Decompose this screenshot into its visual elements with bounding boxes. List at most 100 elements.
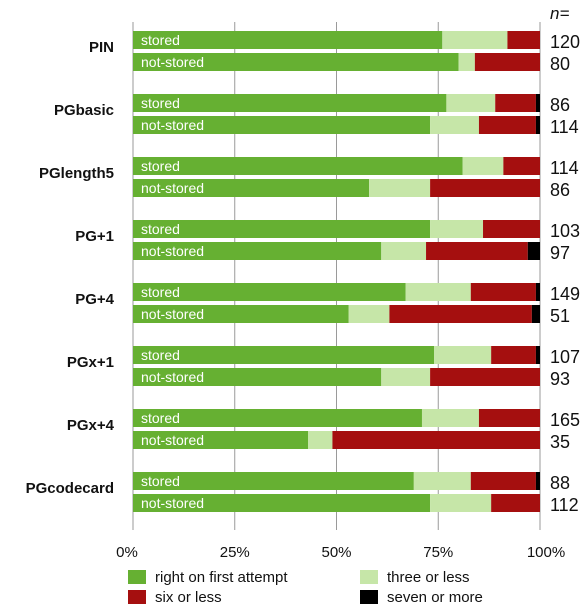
bar-label: stored [141,347,180,363]
group-label: PGlength5 [39,165,114,182]
n-value: 86 [550,180,570,200]
bar-segment [483,220,540,238]
n-value: 165 [550,410,580,430]
x-tick-label: 75% [423,544,453,561]
n-value: 103 [550,221,580,241]
bar-segment [478,116,536,134]
bar-segment [430,220,484,238]
legend-swatch [360,590,378,604]
bar-segment [133,409,422,427]
bar-segment [133,53,459,71]
legend: right on first attempt three or less six o… [128,569,483,606]
x-tick-label: 0% [116,544,138,561]
bar-segment [462,157,504,175]
group-label: PG+1 [75,228,114,245]
bar-segment [426,242,528,260]
n-value: 107 [550,347,580,367]
bar-label: not-stored [141,180,204,196]
bar-segment [133,157,463,175]
bar-segment [531,305,540,323]
group-label: PG+4 [75,291,114,308]
group-label: PGbasic [54,102,114,119]
x-axis: 0% 25% 50% 75% 100% [116,544,565,561]
group-label: PGcodecard [26,480,114,497]
bar-segment [405,283,471,301]
group-label: PGx+4 [67,417,115,434]
x-tick-label: 25% [220,544,250,561]
bar-segment [430,179,540,197]
bar-label: stored [141,473,180,489]
bar-segment [348,305,390,323]
bar-segment [332,431,540,449]
bar-segment [133,220,431,238]
bar-segment [535,116,540,134]
bar-segment [133,283,406,301]
legend-swatch [360,570,378,584]
n-header: n= [550,4,569,23]
n-value: 35 [550,432,570,452]
legend-label: three or less [387,569,470,586]
bar-segment [535,283,540,301]
bar-segment [369,179,431,197]
n-value: 97 [550,243,570,263]
bar-segment [535,94,540,112]
bar-segment [133,346,435,364]
n-value: 112 [550,495,579,515]
bar-segment [442,31,508,49]
bar-segment [491,346,536,364]
bar-segment [470,283,536,301]
bar-label: stored [141,95,180,111]
bar-segment [308,431,333,449]
bar-segment [381,242,427,260]
bar-segment [133,31,443,49]
bar-label: stored [141,158,180,174]
legend-swatch [128,590,146,604]
n-value: 88 [550,473,570,493]
bar-label: stored [141,32,180,48]
bar-segment [133,116,431,134]
bar-segment [470,472,536,490]
legend-label: seven or more [387,589,483,606]
bar-label: not-stored [141,243,204,259]
legend-swatch [128,570,146,584]
bar-segment [421,409,479,427]
bar-segment [458,53,475,71]
n-value: 93 [550,369,570,389]
group-label: PIN [89,39,114,56]
legend-label: six or less [155,589,222,606]
bar-segment [133,472,414,490]
legend-label: right on first attempt [155,569,288,586]
bar-label: not-stored [141,54,204,70]
n-value: 51 [550,306,570,326]
x-tick-label: 100% [527,544,565,561]
bar-label: stored [141,284,180,300]
n-value: 80 [550,54,570,74]
x-tick-label: 50% [321,544,351,561]
bar-segment [430,116,479,134]
bar-segment [446,94,496,112]
bar-segment [133,305,349,323]
bar-segment [133,431,309,449]
bar-segment [434,346,492,364]
bar-segment [413,472,471,490]
bar-segment [495,94,536,112]
bar-segment [535,472,540,490]
labels: n= PIN stored 120 not-stored 80 PGbasic stored 8… [26,4,580,515]
bar-segment [474,53,540,71]
bar-segment [133,242,382,260]
bars [133,31,540,512]
bar-label: stored [141,221,180,237]
bar-segment [527,242,540,260]
bar-label: not-stored [141,495,204,511]
n-value: 114 [550,158,579,178]
n-value: 86 [550,95,570,115]
n-value: 120 [550,32,580,52]
bar-label: stored [141,410,180,426]
bar-segment [503,157,540,175]
group-label: PGx+1 [67,354,114,371]
bar-segment [133,94,447,112]
bar-label: not-stored [141,369,204,385]
bar-segment [430,494,492,512]
bar-segment [535,346,540,364]
n-value: 149 [550,284,580,304]
